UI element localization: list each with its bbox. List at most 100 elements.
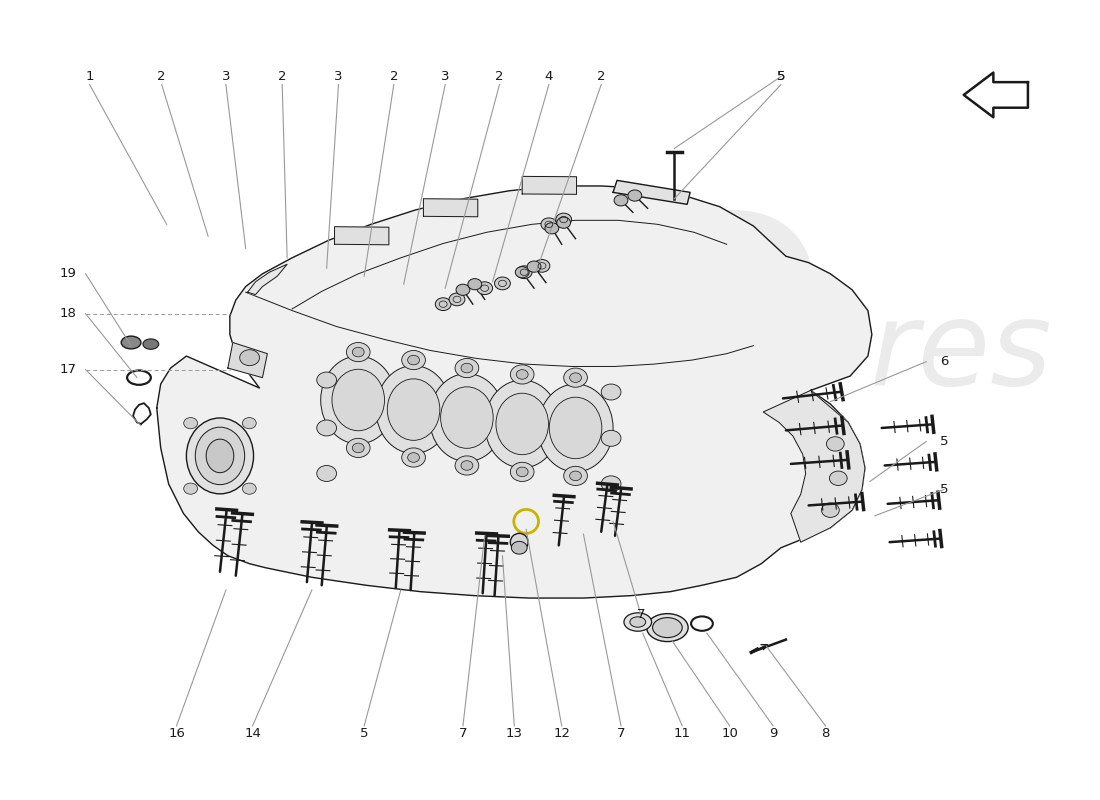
Text: 9: 9	[769, 727, 778, 740]
Ellipse shape	[510, 534, 528, 551]
Text: 3: 3	[221, 70, 230, 83]
Circle shape	[563, 368, 587, 387]
Circle shape	[602, 384, 621, 400]
Circle shape	[557, 217, 571, 228]
Circle shape	[829, 471, 847, 486]
Polygon shape	[157, 186, 872, 598]
Circle shape	[242, 418, 256, 429]
Circle shape	[402, 350, 426, 370]
Circle shape	[408, 355, 419, 365]
Circle shape	[449, 293, 465, 306]
Circle shape	[556, 213, 572, 226]
Text: 14: 14	[244, 727, 261, 740]
Circle shape	[317, 372, 337, 388]
Circle shape	[240, 350, 260, 366]
Ellipse shape	[206, 439, 234, 473]
Ellipse shape	[441, 387, 493, 448]
Text: 2: 2	[495, 70, 504, 83]
Circle shape	[527, 261, 541, 272]
Ellipse shape	[196, 427, 244, 485]
Ellipse shape	[321, 356, 396, 444]
Circle shape	[602, 476, 621, 492]
Text: 5: 5	[777, 70, 785, 83]
Ellipse shape	[387, 379, 440, 440]
Text: 16: 16	[168, 727, 185, 740]
Ellipse shape	[121, 336, 141, 349]
Text: e: e	[598, 142, 825, 466]
Text: res: res	[870, 295, 1053, 409]
Circle shape	[184, 418, 198, 429]
Circle shape	[408, 453, 419, 462]
Text: 5: 5	[939, 483, 948, 496]
Text: 5: 5	[939, 435, 948, 448]
Circle shape	[515, 266, 529, 278]
Circle shape	[614, 194, 628, 206]
Polygon shape	[228, 342, 267, 378]
Text: 19: 19	[59, 267, 76, 280]
Ellipse shape	[143, 339, 158, 350]
Polygon shape	[763, 390, 865, 542]
Text: 6: 6	[939, 355, 948, 368]
Circle shape	[346, 342, 370, 362]
Text: 4: 4	[544, 70, 553, 83]
Ellipse shape	[376, 366, 451, 454]
Circle shape	[826, 437, 844, 451]
Ellipse shape	[538, 384, 613, 472]
Circle shape	[461, 461, 473, 470]
Text: 13: 13	[506, 727, 522, 740]
Circle shape	[346, 438, 370, 458]
Text: 5: 5	[360, 727, 368, 740]
Circle shape	[628, 190, 641, 201]
Text: 1: 1	[86, 70, 94, 83]
Polygon shape	[334, 226, 389, 245]
Circle shape	[541, 218, 557, 230]
Text: 18: 18	[59, 307, 76, 320]
Circle shape	[436, 298, 451, 310]
Polygon shape	[964, 73, 1027, 118]
Polygon shape	[248, 264, 287, 294]
Circle shape	[510, 365, 535, 384]
Text: 5: 5	[777, 70, 785, 83]
Polygon shape	[424, 198, 477, 217]
Text: 10: 10	[722, 727, 738, 740]
Circle shape	[563, 466, 587, 486]
Circle shape	[510, 462, 535, 482]
Text: eurospares: eurospares	[304, 331, 725, 397]
Text: 3: 3	[441, 70, 450, 83]
Circle shape	[544, 222, 559, 234]
Circle shape	[352, 347, 364, 357]
Circle shape	[535, 259, 550, 272]
Circle shape	[602, 430, 621, 446]
Ellipse shape	[429, 374, 505, 462]
Ellipse shape	[652, 618, 682, 638]
Circle shape	[317, 466, 337, 482]
Ellipse shape	[630, 617, 646, 627]
Circle shape	[184, 483, 198, 494]
Text: 7: 7	[637, 607, 645, 621]
Text: 12: 12	[553, 727, 570, 740]
Circle shape	[461, 363, 473, 373]
Circle shape	[402, 448, 426, 467]
Circle shape	[476, 282, 493, 294]
Ellipse shape	[549, 398, 602, 458]
Text: 11: 11	[673, 727, 691, 740]
Polygon shape	[522, 176, 576, 194]
Circle shape	[570, 373, 582, 382]
Polygon shape	[613, 180, 690, 204]
Text: 2: 2	[157, 70, 166, 83]
Text: a passion for parts since 1985: a passion for parts since 1985	[367, 434, 661, 454]
Ellipse shape	[647, 614, 689, 642]
Circle shape	[822, 503, 839, 518]
Text: 2: 2	[389, 70, 398, 83]
Text: 8: 8	[822, 727, 829, 740]
Text: 7: 7	[459, 727, 468, 740]
Text: 3: 3	[334, 70, 343, 83]
Circle shape	[468, 278, 482, 290]
Text: 2: 2	[278, 70, 286, 83]
Ellipse shape	[186, 418, 253, 494]
Circle shape	[495, 277, 510, 290]
Circle shape	[516, 370, 528, 379]
Circle shape	[512, 542, 527, 554]
Circle shape	[455, 456, 478, 475]
Circle shape	[317, 420, 337, 436]
